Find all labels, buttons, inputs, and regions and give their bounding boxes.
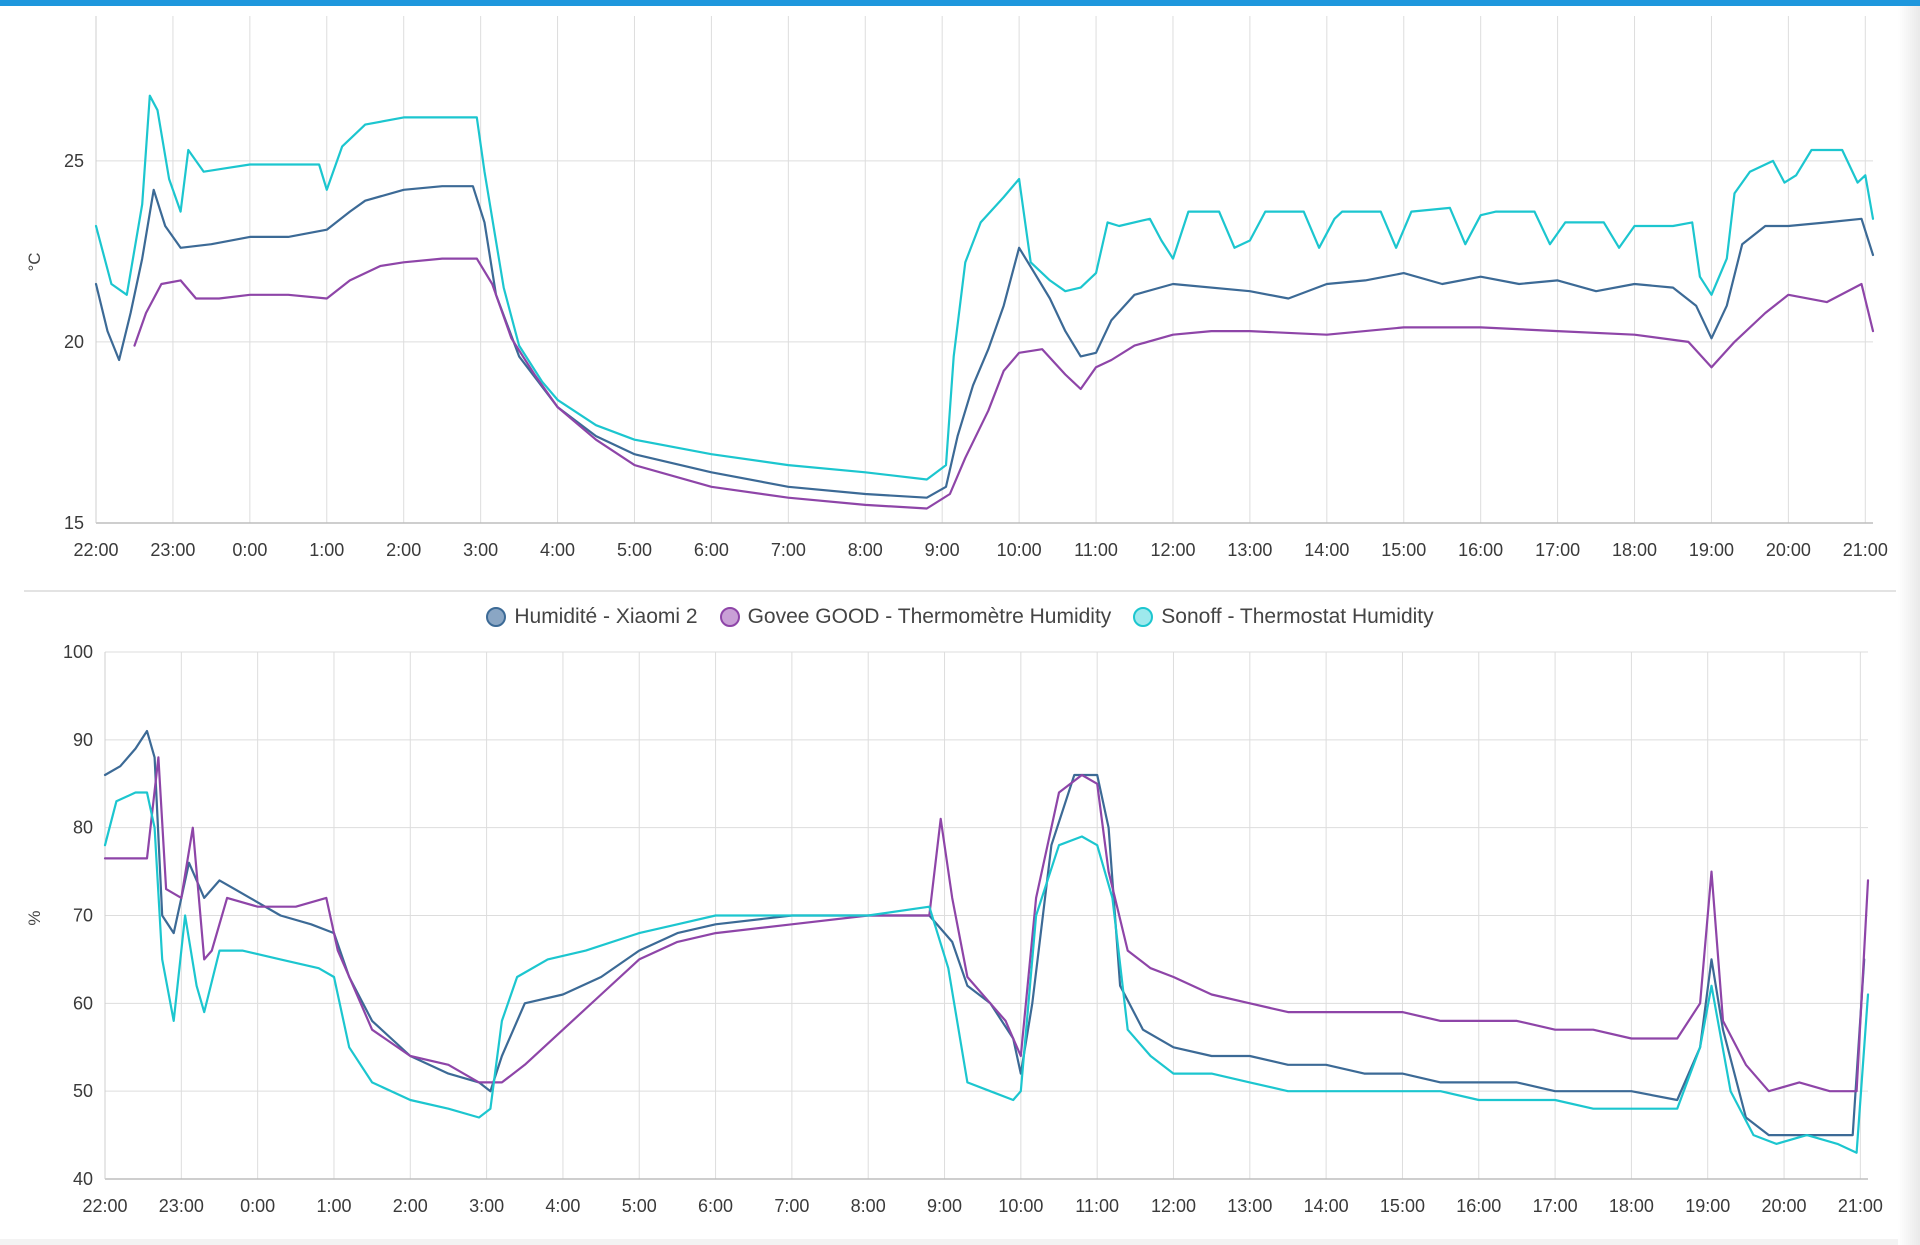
legend-swatch-sonoff (1133, 607, 1154, 627)
legend-label-govee: Govee GOOD - Thermomètre Humidity (747, 605, 1112, 628)
legend: Humidité - Xiaomi 2 Govee GOOD - Thermom… (0, 602, 1920, 632)
x-tick-label: 0:00 (232, 540, 267, 560)
x-tick-label: 11:00 (1074, 540, 1118, 560)
x-tick-label: 19:00 (1685, 1196, 1730, 1216)
y-tick-label: 60 (73, 993, 93, 1013)
series-line-xiaomi (94, 185, 1875, 499)
x-tick-label: 7:00 (774, 1196, 809, 1216)
x-tick-label: 2:00 (386, 540, 421, 560)
series-line-xiaomi (103, 729, 1866, 1137)
x-tick-label: 4:00 (540, 540, 575, 560)
right-edge-shade (1898, 6, 1920, 1245)
x-tick-label: 3:00 (469, 1196, 504, 1216)
x-tick-label: 21:00 (1843, 540, 1888, 560)
x-tick-label: 5:00 (622, 1196, 657, 1216)
x-tick-label: 4:00 (545, 1196, 580, 1216)
y-tick-label: 100 (63, 642, 93, 662)
chart-divider (24, 590, 1896, 592)
x-tick-label: 7:00 (771, 540, 806, 560)
y-tick-label: 70 (73, 906, 93, 926)
legend-label-xiaomi: Humidité - Xiaomi 2 (514, 605, 698, 628)
x-tick-label: 16:00 (1456, 1196, 1501, 1216)
x-tick-label: 20:00 (1766, 540, 1811, 560)
x-tick-label: 17:00 (1533, 1196, 1578, 1216)
y-tick-label: 25 (64, 151, 84, 171)
x-tick-label: 8:00 (851, 1196, 886, 1216)
y-axis-unit: °C (25, 252, 44, 271)
legend-item-xiaomi[interactable]: Humidité - Xiaomi 2 (486, 605, 698, 629)
x-tick-label: 5:00 (617, 540, 652, 560)
history-charts: 22:00 23:00 0:00 1:00 2:00 3:00 4:00 5:00 6:00 7:… (25, 16, 1888, 1216)
x-tick-label: 23:00 (150, 540, 195, 560)
series-line-sonoff (103, 791, 1870, 1154)
x-tick-label: 19:00 (1689, 540, 1734, 560)
x-tick-label: 12:00 (1150, 540, 1195, 560)
x-tick-label: 18:00 (1609, 1196, 1654, 1216)
series-line-sonoff (94, 94, 1875, 481)
x-tick-label: 6:00 (694, 540, 729, 560)
x-tick-label: 2:00 (393, 1196, 428, 1216)
y-tick-label: 40 (73, 1169, 93, 1189)
y-tick-label: 20 (64, 332, 84, 352)
x-tick-label: 13:00 (1227, 1196, 1272, 1216)
x-tick-label: 3:00 (463, 540, 498, 560)
x-tick-label: 11:00 (1075, 1196, 1119, 1216)
series-line-govee (133, 257, 1875, 510)
x-tick-label: 9:00 (927, 1196, 962, 1216)
x-tick-label: 16:00 (1458, 540, 1503, 560)
x-tick-label: 21:00 (1838, 1196, 1883, 1216)
x-tick-label: 14:00 (1304, 1196, 1349, 1216)
x-tick-label: 15:00 (1381, 540, 1426, 560)
x-tick-label: 15:00 (1380, 1196, 1425, 1216)
y-tick-label: 80 (73, 818, 93, 838)
x-tick-label: 17:00 (1535, 540, 1580, 560)
legend-item-sonoff[interactable]: Sonoff - Thermostat Humidity (1133, 605, 1434, 629)
y-tick-label: 15 (64, 513, 84, 533)
x-tick-label: 1:00 (316, 1196, 351, 1216)
x-tick-label: 14:00 (1304, 540, 1349, 560)
x-tick-label: 1:00 (309, 540, 344, 560)
x-tick-label: 22:00 (82, 1196, 127, 1216)
x-tick-label: 8:00 (848, 540, 883, 560)
x-tick-label: 23:00 (159, 1196, 204, 1216)
y-axis-unit: % (25, 910, 44, 925)
y-tick-label: 90 (73, 730, 93, 750)
x-tick-label: 12:00 (1151, 1196, 1196, 1216)
x-tick-label: 18:00 (1612, 540, 1657, 560)
x-tick-label: 10:00 (998, 1196, 1043, 1216)
legend-swatch-xiaomi (486, 607, 507, 627)
x-tick-label: 0:00 (240, 1196, 275, 1216)
x-tick-label: 10:00 (997, 540, 1042, 560)
x-tick-label: 9:00 (925, 540, 960, 560)
legend-swatch-govee (719, 607, 740, 627)
x-tick-label: 22:00 (73, 540, 118, 560)
legend-label-sonoff: Sonoff - Thermostat Humidity (1161, 605, 1434, 628)
series-line-govee (103, 756, 1870, 1093)
x-tick-label: 13:00 (1227, 540, 1272, 560)
y-tick-label: 50 (73, 1081, 93, 1101)
legend-item-govee[interactable]: Govee GOOD - Thermomètre Humidity (719, 605, 1112, 629)
x-tick-label: 6:00 (698, 1196, 733, 1216)
x-tick-label: 20:00 (1762, 1196, 1807, 1216)
